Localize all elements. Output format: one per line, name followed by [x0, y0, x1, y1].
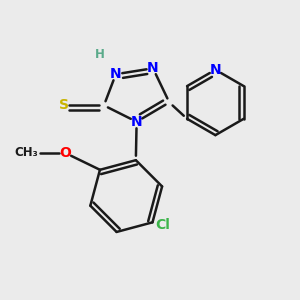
Text: S: S — [59, 98, 69, 112]
Text: N: N — [131, 115, 142, 129]
Text: O: O — [59, 146, 71, 160]
Text: CH₃: CH₃ — [15, 146, 38, 160]
Text: N: N — [147, 61, 159, 75]
Text: N: N — [210, 63, 221, 77]
Text: N: N — [110, 67, 122, 81]
Text: H: H — [94, 48, 104, 62]
Text: Cl: Cl — [155, 218, 170, 232]
